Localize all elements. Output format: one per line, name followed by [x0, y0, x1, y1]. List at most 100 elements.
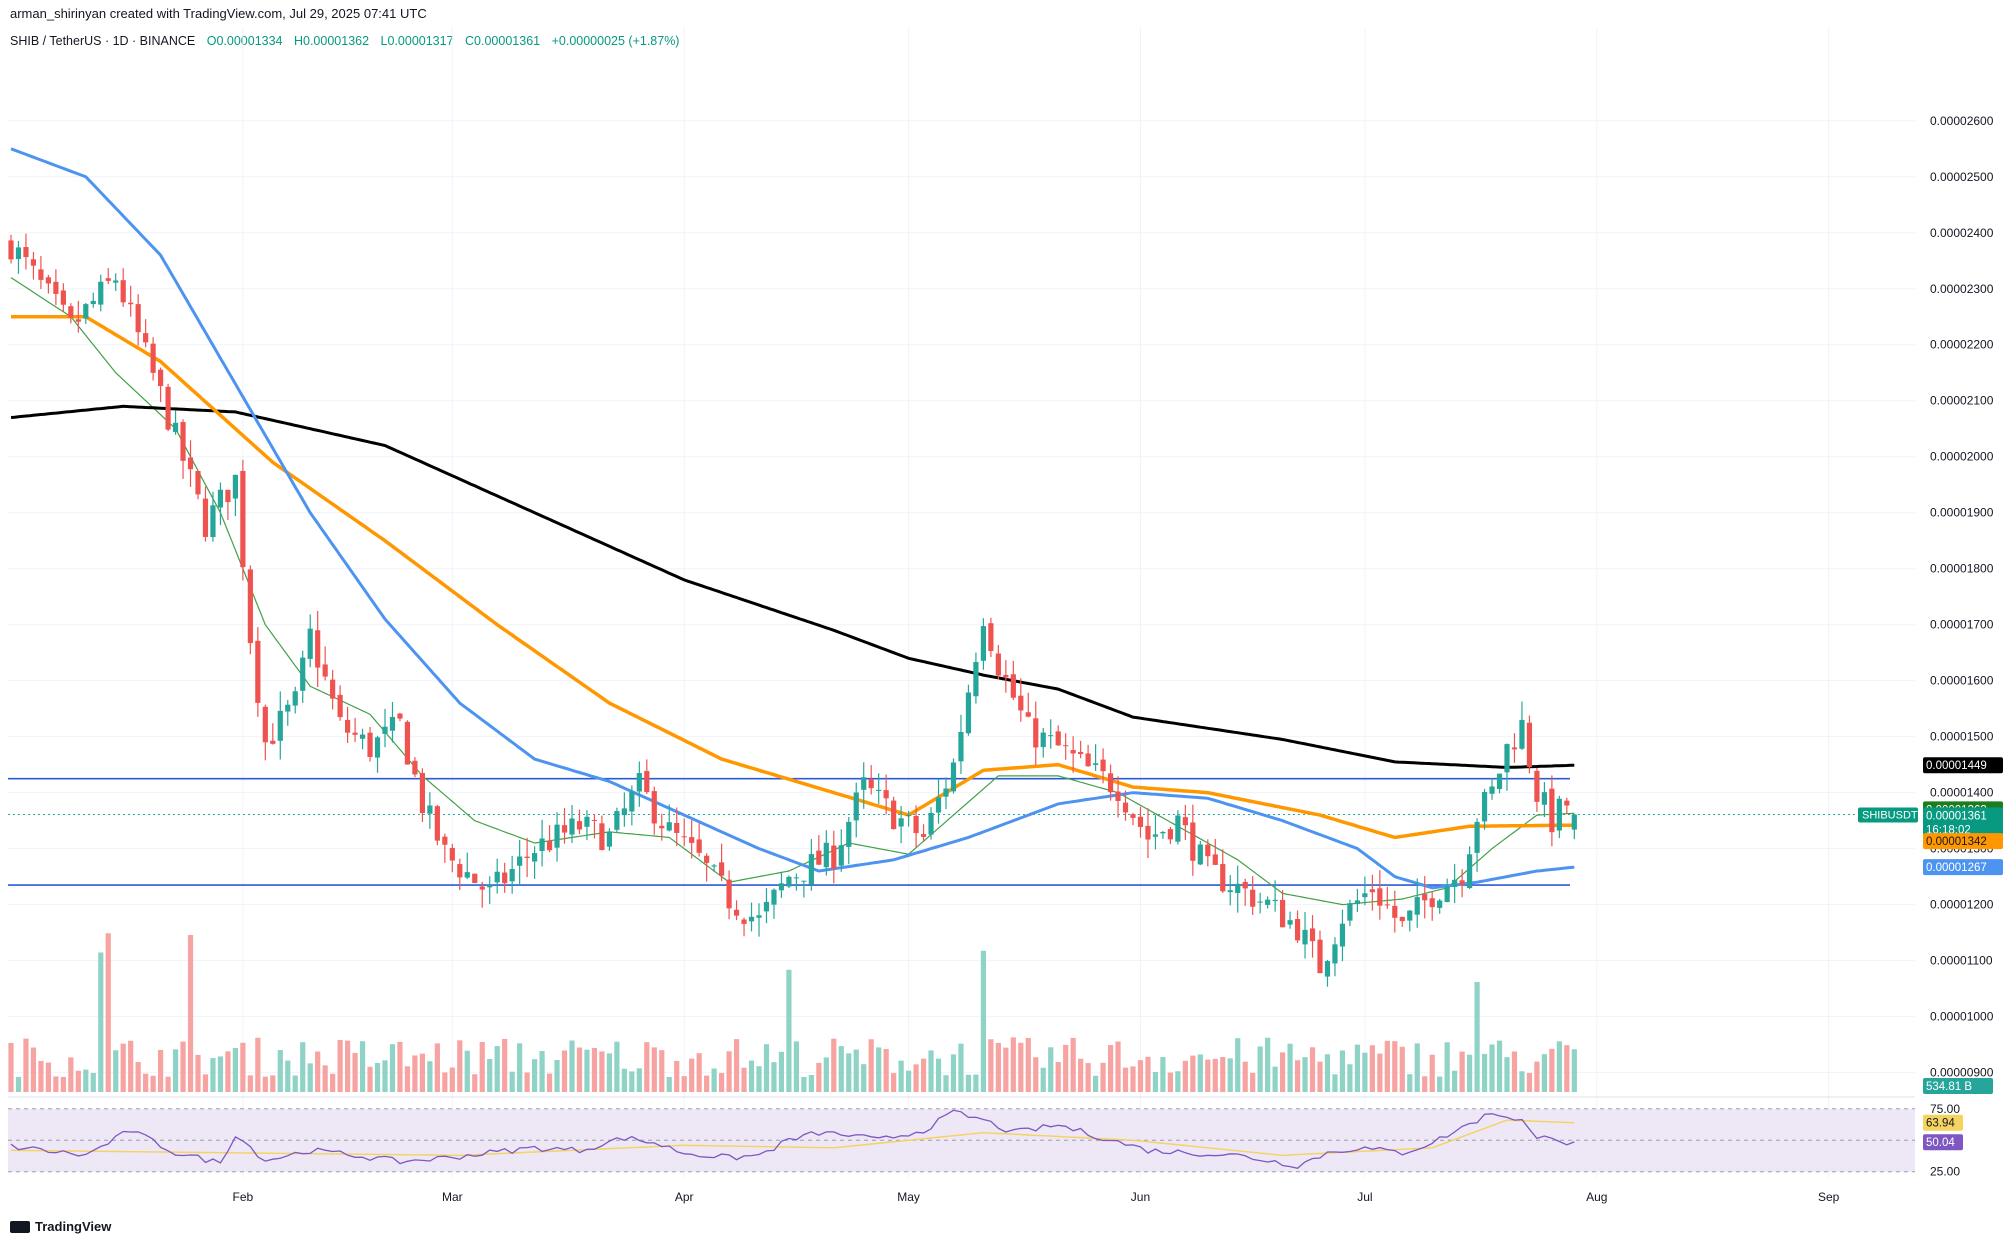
volume-bar: [240, 1042, 246, 1092]
volume-bar: [187, 935, 194, 1092]
volume-bar: [1564, 1045, 1570, 1092]
volume-bar: [45, 1062, 51, 1092]
candle-body: [1459, 880, 1465, 885]
candle-body: [1040, 732, 1046, 748]
candle-body: [823, 842, 829, 868]
rsi-ma-tag-bg: [1923, 1114, 1963, 1131]
candle-body: [255, 640, 261, 703]
candle-body: [1422, 894, 1428, 901]
volume-bar: [1265, 1037, 1271, 1092]
volume-bar: [464, 1050, 470, 1092]
candle-body: [1175, 815, 1181, 842]
candle-body: [1362, 893, 1368, 898]
volume-bar: [30, 1047, 37, 1092]
volume-bar: [1549, 1048, 1555, 1092]
candle-body: [502, 872, 508, 884]
candle-body: [861, 777, 867, 790]
candle-body: [1332, 944, 1338, 964]
volume-bar: [1399, 1046, 1405, 1092]
candle-body: [307, 628, 313, 659]
volume-bar: [1018, 1042, 1024, 1092]
symbol-line: SHIB / TetherUS · 1D · BINANCE: [10, 34, 196, 48]
volume-bar: [651, 1047, 657, 1092]
volume-bar: [636, 1068, 642, 1092]
candle-body: [980, 626, 986, 661]
candle-body: [778, 883, 785, 891]
ohlc-high: H0.00001362: [293, 34, 370, 48]
candle-body: [831, 845, 837, 869]
candle-body: [180, 421, 186, 461]
volume-bar: [1122, 1067, 1129, 1092]
candle-body: [1467, 854, 1473, 889]
volume-bar: [1040, 1067, 1046, 1092]
volume-bar: [1362, 1052, 1368, 1092]
y-tick-label: 0.00001600: [1930, 674, 1994, 688]
candle-body: [704, 855, 710, 863]
ma50-price-tag-text: 0.00001267: [1926, 862, 1987, 874]
volume-bar: [532, 1059, 538, 1092]
y-tick-label: 0.00001500: [1930, 730, 1994, 744]
rsi-ma-line: [10, 1119, 1575, 1157]
volume-bar: [838, 1046, 844, 1092]
rsi-value-tag: 50.04: [1923, 1134, 1963, 1151]
volume-bar: [906, 1070, 912, 1092]
candle-body: [277, 710, 283, 741]
candle-body: [389, 716, 396, 731]
candle-body: [1010, 674, 1016, 698]
volume-bar: [389, 1044, 396, 1092]
volume-bar: [689, 1058, 695, 1092]
volume-bar: [935, 1058, 942, 1092]
candle-body: [1280, 900, 1286, 928]
volume-bar: [479, 1042, 485, 1092]
candle-body: [1025, 712, 1031, 717]
candle-body: [60, 290, 66, 305]
candle-body: [1534, 770, 1540, 802]
candle-body: [434, 806, 440, 841]
volume-bar: [509, 1071, 515, 1092]
candle-body: [958, 731, 964, 762]
y-tick-label: 0.00002300: [1930, 282, 1994, 296]
volume-bar: [681, 1076, 687, 1092]
volume-bar: [786, 969, 792, 1092]
candle-body: [1481, 791, 1488, 822]
y-tick-label: 0.00002100: [1930, 394, 1994, 408]
volume-bar: [337, 1039, 343, 1092]
volume-bar: [1107, 1045, 1114, 1092]
volume-bar: [75, 1070, 81, 1092]
candle-body: [472, 873, 478, 884]
ohlc-open: O0.00001334: [206, 34, 283, 48]
tradingview-logo[interactable]: TradingView: [10, 1219, 111, 1234]
candle-body: [1526, 722, 1533, 767]
volume-bar: [135, 1062, 141, 1092]
volume-bar: [1339, 1050, 1346, 1092]
volume-bar: [1093, 1075, 1099, 1092]
candle-body: [1018, 695, 1024, 711]
volume-bar: [1467, 1054, 1473, 1092]
volume-bar: [300, 1042, 306, 1092]
volume-bar: [861, 1064, 867, 1092]
ma200-price-tag-text: 0.00001449: [1926, 760, 1987, 772]
volume-bar: [554, 1059, 560, 1092]
symbol-legend[interactable]: SHIB / TetherUS · 1D · BINANCE O0.000013…: [10, 34, 679, 48]
volume-bar: [629, 1071, 635, 1092]
ma100-line: [11, 314, 1575, 840]
volume-bar: [255, 1037, 261, 1092]
volume-bar: [801, 1076, 807, 1092]
volume-bar: [1115, 1041, 1121, 1092]
candle-body: [1048, 735, 1054, 737]
ma50-line: [10, 147, 1575, 890]
volume-bar: [546, 1073, 553, 1092]
candle-body: [322, 664, 328, 677]
candle-body: [546, 840, 553, 851]
volume-bar: [150, 1075, 156, 1092]
candle-body: [1339, 923, 1346, 947]
volume-bar: [1354, 1044, 1360, 1092]
volume-bar: [763, 1044, 770, 1092]
candle-body: [285, 704, 291, 712]
ma200-line: [10, 404, 1575, 770]
volume-bar: [1182, 1060, 1188, 1092]
volume-bar: [1190, 1055, 1196, 1092]
candle-body: [397, 713, 403, 719]
candle-body: [262, 706, 268, 743]
